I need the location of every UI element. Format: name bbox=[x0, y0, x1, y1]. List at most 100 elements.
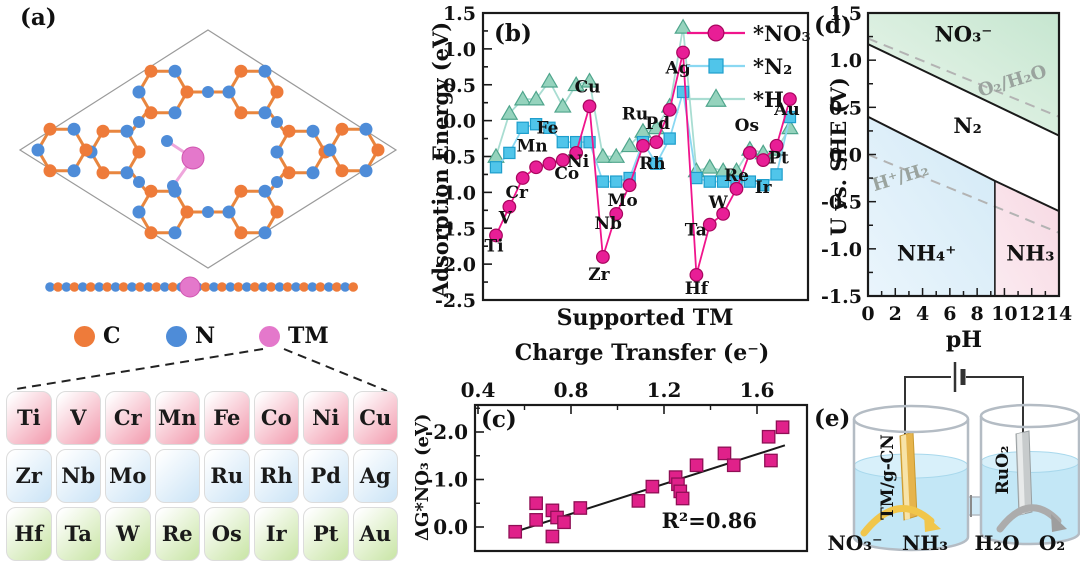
scatter-point bbox=[545, 529, 560, 544]
svg-text:-2.0: -2.0 bbox=[435, 254, 476, 276]
svg-text:N₂: N₂ bbox=[953, 113, 981, 138]
svg-text:0: 0 bbox=[861, 303, 874, 325]
scatter-point bbox=[557, 515, 571, 530]
svg-text:-1.0: -1.0 bbox=[821, 239, 862, 261]
element-tile-Ni: Ni bbox=[303, 391, 349, 445]
svg-text:Mn: Mn bbox=[516, 136, 547, 156]
panel-d-label: (d) bbox=[814, 12, 852, 39]
svg-text:NH₃: NH₃ bbox=[1006, 241, 1054, 266]
svg-text:Cu: Cu bbox=[575, 77, 601, 97]
svg-text:4: 4 bbox=[916, 303, 929, 325]
chart-d-xlabel: pH bbox=[945, 327, 983, 353]
svg-text:O₂: O₂ bbox=[1039, 531, 1065, 555]
scatter-point bbox=[726, 458, 741, 473]
element-tile-Co: Co bbox=[253, 391, 299, 445]
svg-text:0.5: 0.5 bbox=[829, 97, 862, 119]
chart-c: 0.4 0.8 1.2 1.6 0.0 -1.0 -2.0 R²=0.86 bbox=[425, 378, 809, 553]
scatter-point bbox=[529, 513, 543, 527]
svg-text:1.0: 1.0 bbox=[443, 39, 476, 61]
svg-text:Os: Os bbox=[735, 116, 759, 136]
svg-text:NH₄⁺: NH₄⁺ bbox=[897, 241, 956, 266]
svg-text:H₂O: H₂O bbox=[974, 531, 1019, 555]
chart-d-ylabel: U vs. SHE (V) bbox=[826, 77, 851, 237]
scatter-point bbox=[717, 446, 732, 461]
cell-schematic: TM/g-CN RuO₂ NO₃⁻ NH₃ H₂O O₂ bbox=[827, 362, 1080, 555]
element-tile-Nb: Nb bbox=[55, 449, 101, 503]
region-3 bbox=[868, 116, 995, 297]
element-tile-Hf: Hf bbox=[6, 507, 52, 561]
element-tile-Cr: Cr bbox=[105, 391, 151, 445]
element-tile-Ir: Ir bbox=[253, 507, 299, 561]
element-tile-Re: Re bbox=[154, 507, 200, 561]
svg-text:-2.5: -2.5 bbox=[435, 290, 476, 312]
atom-legend-item-TM: TM bbox=[259, 323, 329, 349]
svg-text:2: 2 bbox=[889, 303, 902, 325]
svg-text:0.0: 0.0 bbox=[443, 111, 476, 133]
chart-b-xlabel: Supported TM bbox=[556, 305, 734, 331]
svg-text:Fe: Fe bbox=[536, 119, 558, 139]
n-atom-dot-icon bbox=[166, 325, 187, 347]
svg-text:1.6: 1.6 bbox=[740, 378, 775, 402]
svg-text:Re: Re bbox=[724, 166, 749, 186]
svg-text:RuO₂: RuO₂ bbox=[993, 446, 1013, 495]
element-tile-Rh: Rh bbox=[253, 449, 299, 503]
region-2 bbox=[868, 44, 1059, 212]
element-tile-V: V bbox=[55, 391, 101, 445]
svg-text:8: 8 bbox=[971, 303, 984, 325]
svg-text:1.5: 1.5 bbox=[443, 3, 476, 25]
svg-text:10: 10 bbox=[991, 303, 1017, 325]
svg-text:NO₃⁻: NO₃⁻ bbox=[935, 22, 993, 47]
svg-text:-1.0: -1.0 bbox=[425, 468, 468, 492]
element-tile-Mn: Mn bbox=[154, 391, 200, 445]
region-4 bbox=[994, 180, 1059, 296]
svg-text:-0.5: -0.5 bbox=[821, 192, 862, 214]
scatter-point bbox=[689, 458, 704, 473]
svg-text:Ta: Ta bbox=[685, 221, 707, 241]
atom-legend-item-N: N bbox=[166, 323, 215, 349]
scatter-point bbox=[675, 491, 690, 506]
chart-c-top-axis-label: Charge Transfer (e⁻) bbox=[514, 340, 770, 366]
svg-text:Rh: Rh bbox=[639, 154, 666, 174]
chart-b-ylabel: Adsorption Energy (eV) bbox=[428, 21, 453, 299]
element-tile-Pd: Pd bbox=[303, 449, 349, 503]
scatter-point bbox=[764, 453, 778, 468]
element-tile-empty bbox=[154, 449, 200, 503]
svg-text:*H: *H bbox=[753, 87, 784, 112]
svg-text:NO₃⁻: NO₃⁻ bbox=[827, 531, 882, 555]
element-tile-Cu: Cu bbox=[352, 391, 398, 445]
svg-text:-0.5: -0.5 bbox=[435, 147, 476, 169]
atom-legend-label: N bbox=[195, 323, 216, 349]
tm-atom bbox=[181, 146, 205, 170]
svg-text:1.2: 1.2 bbox=[647, 378, 682, 402]
svg-text:Pt: Pt bbox=[768, 149, 789, 169]
svg-text:Ru: Ru bbox=[622, 105, 649, 125]
scatter-point bbox=[645, 479, 660, 494]
svg-text:Co: Co bbox=[554, 164, 579, 184]
svg-text:Pd: Pd bbox=[645, 114, 670, 134]
atom-legend-label: TM bbox=[288, 323, 329, 349]
element-tile-Au: Au bbox=[352, 507, 398, 561]
svg-text:Hf: Hf bbox=[685, 279, 710, 299]
svg-text:0.0: 0.0 bbox=[829, 145, 862, 167]
svg-text:Cr: Cr bbox=[505, 183, 529, 203]
svg-text:Zr: Zr bbox=[588, 265, 610, 285]
svg-text:-2.0: -2.0 bbox=[425, 420, 468, 444]
svg-text:0.0: 0.0 bbox=[433, 515, 468, 539]
atom-legend: C N TM bbox=[0, 323, 420, 349]
element-tile-Ag: Ag bbox=[352, 449, 398, 503]
svg-text:Ir: Ir bbox=[755, 178, 773, 198]
scatter-point bbox=[508, 524, 523, 539]
scatter-point bbox=[529, 496, 543, 511]
svg-text:Ni: Ni bbox=[567, 152, 590, 172]
svg-text:V: V bbox=[498, 209, 513, 229]
svg-text:-1.5: -1.5 bbox=[821, 286, 862, 308]
element-tile-Ti: Ti bbox=[6, 391, 52, 445]
svg-text:Ag: Ag bbox=[665, 58, 691, 78]
panel-c-label: (c) bbox=[481, 406, 517, 433]
svg-text:W: W bbox=[708, 193, 729, 213]
structure-diagram bbox=[15, 29, 398, 392]
svg-text:Au: Au bbox=[773, 100, 800, 120]
